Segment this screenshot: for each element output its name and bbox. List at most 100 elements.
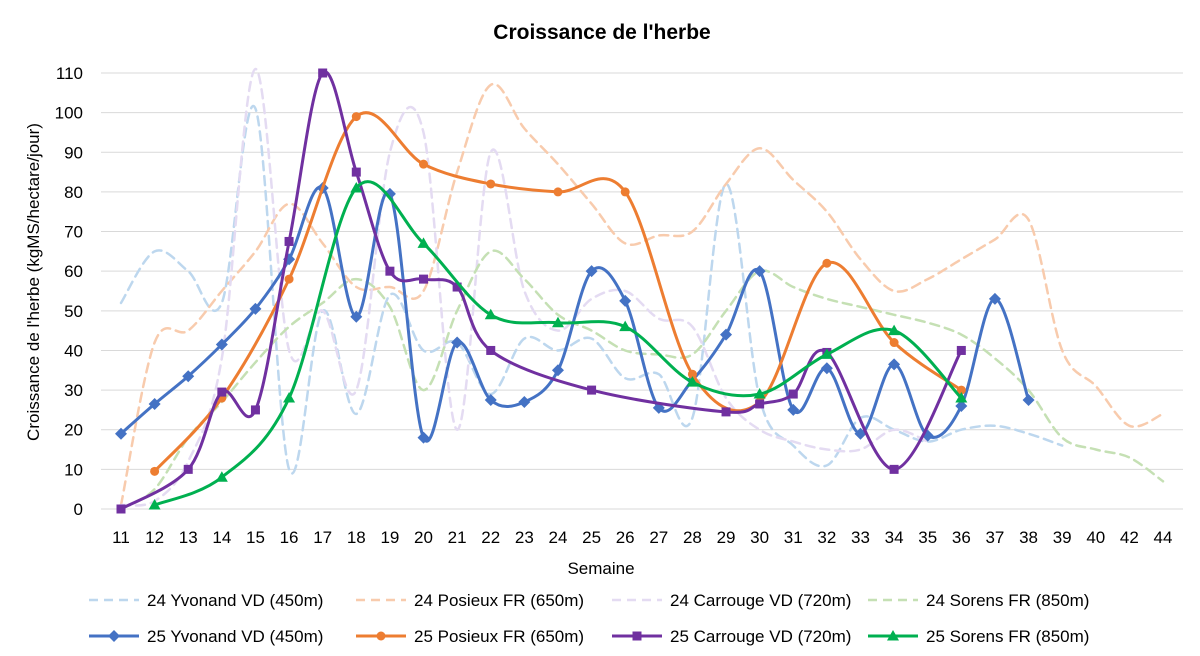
data-point [419,274,429,284]
series-6 [116,68,966,514]
y-tick-label: 0 [74,500,83,519]
x-tick-label: 31 [784,528,803,547]
data-point [553,187,563,197]
data-point [820,348,833,359]
data-point [148,499,161,510]
x-tick-label: 28 [683,528,702,547]
data-point [956,345,966,355]
x-axis-title: Semaine [567,559,634,578]
data-point [417,431,430,444]
x-tick-label: 36 [952,528,971,547]
data-point [351,112,361,122]
legend-item: 24 Yvonand VD (450m) [89,591,323,610]
data-point [587,385,597,395]
y-axis-ticks: 0 10 20 30 40 50 60 70 80 90 100 110 [55,64,83,519]
data-point [787,403,800,416]
series-line [119,185,1030,443]
chart-title: Croissance de l'herbe [493,21,710,44]
data-point [721,407,731,417]
data-point [250,405,260,415]
legend-label: 25 Sorens FR (850m) [926,627,1089,646]
y-tick-label: 60 [64,262,83,281]
data-point [116,504,126,514]
series-2 [119,67,929,507]
x-tick-label: 11 [112,528,130,547]
x-axis-ticks: 11 12 13 14 15 16 17 18 19 20 21 22 23 24 25 26 27 28 29 30… [112,528,1172,547]
legend-label: 24 Sorens FR (850m) [926,591,1089,610]
legend-item: 24 Carrouge VD (720m) [612,591,851,610]
legend-marker [632,631,642,641]
legend-item: 25 Posieux FR (650m) [356,627,584,646]
legend-item: 24 Sorens FR (850m) [868,591,1089,610]
x-tick-label: 39 [1053,528,1072,547]
data-point [889,338,899,348]
y-tick-label: 90 [64,143,83,162]
x-tick-label: 30 [750,528,769,547]
x-tick-label: 35 [918,528,937,547]
data-point [551,364,564,377]
legend-item: 25 Carrouge VD (720m) [612,627,851,646]
data-point [217,387,227,397]
x-tick-label: 38 [1019,528,1038,547]
data-point [888,324,901,336]
x-tick-label: 15 [246,528,265,547]
data-point [822,258,832,268]
data-point [687,369,697,379]
data-point [249,302,262,315]
series-line [119,104,1064,475]
data-point [820,362,833,375]
x-tick-label: 17 [313,528,332,547]
y-tick-label: 10 [64,460,83,479]
data-point [753,265,766,278]
series-3 [119,249,1165,511]
data-point [150,466,160,476]
data-point [350,310,363,323]
data-point [620,187,630,197]
y-axis-title: Croissance de l'herbe (kgMS/hectare/jour… [24,123,43,441]
data-point [215,471,228,482]
legend-label: 24 Yvonand VD (450m) [147,591,323,610]
legend-marker [108,630,120,642]
data-point [955,392,968,403]
data-point [215,338,228,351]
data-point [551,316,564,328]
legend-marker [887,630,899,641]
data-point [419,159,429,169]
x-tick-label: 42 [1120,528,1139,547]
legend-label: 25 Yvonand VD (450m) [147,627,323,646]
x-tick-label: 16 [280,528,299,547]
y-tick-label: 40 [64,341,83,360]
gridlines [101,72,1183,510]
x-tick-label: 24 [549,528,568,547]
data-point [486,345,496,355]
x-tick-label: 44 [1154,528,1173,547]
data-point [619,320,632,332]
y-tick-label: 70 [64,223,83,242]
data-point [284,236,294,246]
data-point [1022,394,1035,406]
data-point [385,266,395,276]
x-tick-label: 20 [414,528,433,547]
x-tick-label: 12 [145,528,164,547]
data-point [889,464,899,474]
data-point [350,181,363,193]
x-tick-label: 18 [347,528,366,547]
x-tick-label: 26 [616,528,635,547]
legend-label: 24 Posieux FR (650m) [414,591,584,610]
x-tick-label: 33 [851,528,870,547]
x-tick-label: 19 [380,528,399,547]
legend-label: 25 Carrouge VD (720m) [670,627,851,646]
data-point [788,389,798,399]
data-point [755,399,765,409]
x-tick-label: 29 [717,528,736,547]
data-point [955,399,968,412]
data-point [284,274,294,284]
data-point [720,328,733,341]
series-line [119,82,1165,507]
legend-label: 24 Carrouge VD (720m) [670,591,851,610]
x-tick-label: 34 [885,528,904,547]
y-tick-label: 50 [64,302,83,321]
y-tick-label: 20 [64,421,83,440]
legend-marker [376,631,386,641]
